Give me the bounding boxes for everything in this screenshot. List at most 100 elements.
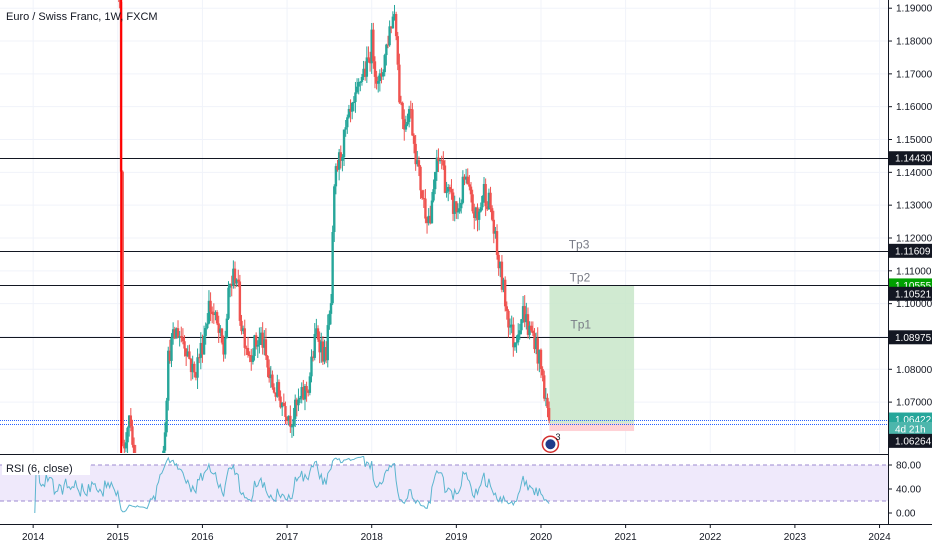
stop-loss-zone[interactable] bbox=[549, 423, 635, 432]
price-pane[interactable]: Tp3 Tp2 Tp1 3 bbox=[0, 0, 888, 524]
candle-body bbox=[313, 333, 316, 358]
chart-title: Euro / Swiss Franc, 1W, FXCM bbox=[6, 11, 158, 23]
candle-body bbox=[269, 374, 272, 379]
candle-body bbox=[282, 402, 286, 407]
candle-body bbox=[430, 200, 434, 224]
candle-body bbox=[495, 231, 499, 255]
candle-body bbox=[261, 332, 264, 348]
target-label[interactable]: Tp3 bbox=[569, 237, 590, 251]
target-label[interactable]: Tp2 bbox=[570, 270, 591, 284]
candle-body bbox=[370, 29, 373, 64]
price-axis[interactable]: 1.19000 1.18000 1.17000 1.16000 1.15000 1.140… bbox=[888, 4, 932, 409]
price-tag bbox=[889, 433, 932, 448]
candle-body bbox=[201, 342, 204, 355]
price-tag bbox=[889, 243, 932, 258]
candle-body bbox=[173, 329, 176, 339]
rsi-pane[interactable] bbox=[0, 456, 888, 514]
rsi-tick-label: 40.00 bbox=[896, 485, 921, 496]
candle-body bbox=[197, 357, 201, 359]
horizontal-lines[interactable] bbox=[0, 158, 888, 425]
time-tick-label: 2023 bbox=[784, 532, 807, 543]
candle-body bbox=[451, 192, 455, 214]
candle-body bbox=[204, 328, 207, 336]
candle-body bbox=[393, 14, 396, 17]
candle-body bbox=[510, 324, 513, 327]
candle-body bbox=[230, 283, 233, 286]
candle-body bbox=[233, 268, 237, 284]
event-badge[interactable]: 3 bbox=[541, 432, 560, 453]
position-boxes[interactable] bbox=[549, 285, 635, 432]
candle-body bbox=[404, 124, 408, 130]
candle-body bbox=[339, 152, 342, 161]
candle-body bbox=[188, 351, 191, 359]
candle-body bbox=[228, 283, 232, 288]
target-label[interactable]: Tp1 bbox=[570, 317, 591, 331]
candle-body bbox=[396, 36, 399, 65]
candle-body bbox=[381, 72, 385, 77]
time-tick-label: 2016 bbox=[191, 532, 214, 543]
time-tick-label: 2015 bbox=[107, 532, 130, 543]
time-tick-label: 2021 bbox=[614, 532, 637, 543]
candle-body bbox=[215, 312, 219, 324]
candle-body bbox=[547, 407, 551, 421]
candle-body bbox=[199, 342, 203, 358]
target-labels[interactable]: Tp3 Tp2 Tp1 bbox=[569, 237, 592, 331]
price-tick-label: 1.16000 bbox=[896, 102, 932, 113]
candle-body bbox=[263, 339, 266, 348]
price-tag-label: 1.10521 bbox=[895, 289, 932, 300]
candle-body bbox=[212, 314, 216, 316]
rsi-axis[interactable]: 80.00 40.00 0.00 bbox=[888, 461, 921, 520]
time-tick-label: 2024 bbox=[868, 532, 891, 543]
candle-body bbox=[329, 303, 333, 314]
candle-body bbox=[458, 208, 461, 212]
candle-body bbox=[479, 207, 482, 212]
candle-body bbox=[123, 443, 126, 449]
candle-body bbox=[163, 432, 167, 451]
candle-body bbox=[321, 341, 325, 362]
candle-body bbox=[346, 117, 349, 128]
candle-body bbox=[276, 382, 279, 397]
price-tick-label: 1.07000 bbox=[896, 398, 932, 409]
candle-body bbox=[508, 326, 512, 328]
candle-body bbox=[461, 176, 465, 203]
candle-body bbox=[259, 332, 263, 338]
candle-body bbox=[162, 450, 165, 453]
candle-body bbox=[280, 402, 284, 408]
candle-body bbox=[432, 189, 435, 201]
take-profit-zone[interactable] bbox=[549, 285, 635, 424]
candle-body bbox=[326, 325, 329, 361]
candle-body bbox=[391, 16, 395, 29]
candle-body bbox=[512, 324, 515, 348]
candle-body bbox=[292, 418, 295, 427]
candle-body bbox=[267, 367, 271, 379]
candle-body bbox=[167, 350, 170, 401]
candle-body bbox=[377, 80, 380, 84]
candle-body bbox=[412, 135, 416, 144]
candle-body bbox=[456, 211, 460, 213]
candle-body bbox=[202, 335, 206, 355]
candle-body bbox=[471, 194, 474, 212]
candle-body bbox=[126, 427, 129, 443]
candle-body bbox=[225, 318, 229, 338]
rsi-legend[interactable]: RSI (6, close) bbox=[6, 463, 73, 475]
candle-body bbox=[310, 356, 313, 377]
candle-body bbox=[344, 127, 347, 130]
candle-body bbox=[298, 397, 302, 400]
candle-body bbox=[494, 231, 497, 234]
candle-body bbox=[180, 336, 183, 338]
time-tick-label: 2017 bbox=[276, 532, 299, 543]
candle-body bbox=[365, 57, 369, 77]
candle-body bbox=[238, 281, 242, 321]
candle-body bbox=[248, 354, 251, 356]
candle-body bbox=[294, 399, 297, 419]
candle-body bbox=[279, 396, 282, 408]
time-axis[interactable]: 2014 2015 2016 2017 2018 2019 2020 2021 2022 2023… bbox=[22, 524, 891, 543]
candle-body bbox=[476, 207, 479, 220]
candle-body bbox=[219, 328, 222, 333]
candle-body bbox=[390, 26, 393, 29]
candle-body bbox=[274, 392, 277, 397]
candle-body bbox=[505, 306, 509, 311]
price-tick-label: 1.17000 bbox=[896, 69, 932, 80]
